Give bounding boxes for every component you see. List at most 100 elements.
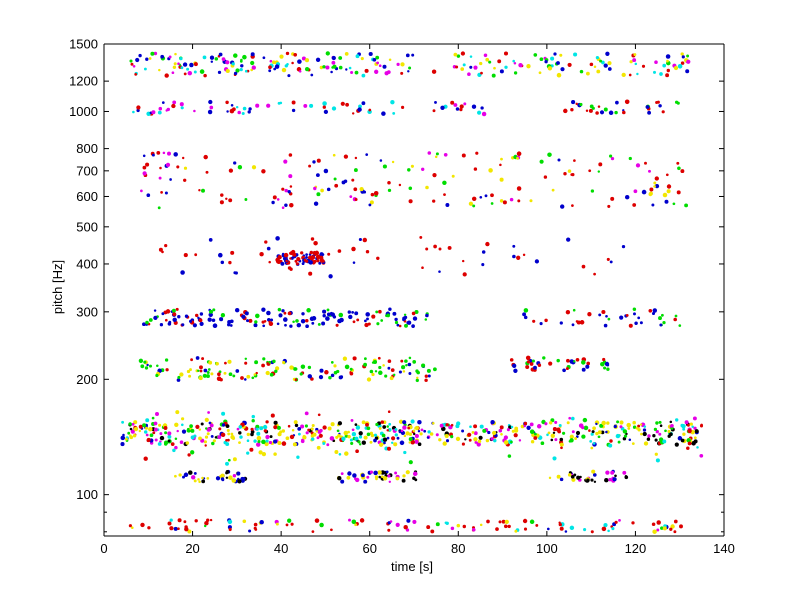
data-point [381, 433, 386, 438]
data-point [656, 520, 661, 525]
data-point [654, 452, 658, 456]
data-point [354, 70, 359, 75]
data-point [295, 262, 299, 266]
data-point [467, 432, 472, 437]
data-point [526, 64, 531, 69]
data-point [533, 365, 537, 370]
data-point [164, 73, 169, 78]
data-point [624, 475, 629, 480]
data-point [540, 441, 545, 446]
data-point [150, 51, 155, 56]
data-point [159, 166, 162, 170]
data-point [460, 67, 465, 71]
data-point [493, 438, 497, 443]
data-point [556, 72, 562, 78]
data-point [573, 159, 576, 162]
data-point [193, 70, 197, 74]
data-point [570, 108, 574, 112]
data-point [396, 62, 400, 67]
data-point [253, 323, 258, 328]
data-point [192, 323, 197, 328]
data-point [377, 356, 381, 360]
data-point [236, 427, 240, 431]
data-point [394, 428, 398, 431]
data-point [265, 420, 269, 424]
data-point [462, 272, 467, 277]
data-point [365, 312, 370, 317]
data-point [332, 315, 337, 319]
data-point [300, 424, 305, 429]
data-point [610, 156, 615, 161]
data-point [217, 70, 222, 75]
data-point [138, 358, 144, 363]
data-point [553, 52, 557, 56]
data-point [380, 420, 385, 424]
data-point [325, 51, 330, 56]
y-tick-label: 600 [76, 189, 98, 204]
data-point [318, 261, 322, 265]
data-point [538, 71, 542, 75]
data-point [366, 317, 369, 321]
data-point [167, 521, 172, 526]
data-point [135, 57, 140, 63]
data-point [193, 471, 197, 475]
data-point [487, 430, 491, 435]
data-point [658, 104, 662, 108]
data-point [172, 100, 177, 105]
data-point [398, 183, 402, 187]
data-point [410, 439, 415, 445]
data-point [268, 69, 272, 73]
data-point [246, 439, 250, 442]
data-point [498, 520, 502, 524]
data-point [142, 322, 146, 327]
data-point [603, 523, 608, 528]
data-point [459, 107, 463, 112]
data-point [380, 475, 384, 478]
data-point [387, 188, 392, 193]
data-point [444, 433, 449, 439]
data-point [255, 103, 260, 108]
data-point [605, 51, 610, 56]
data-point [566, 421, 570, 425]
data-point [228, 198, 233, 203]
data-point [666, 68, 671, 73]
data-point [590, 446, 594, 450]
data-point [208, 360, 213, 365]
data-point [438, 438, 442, 442]
data-point [391, 160, 395, 164]
data-point [368, 51, 373, 57]
data-point [340, 479, 345, 484]
data-point [407, 70, 410, 73]
data-point [443, 152, 448, 157]
data-point [362, 237, 368, 243]
data-point [633, 312, 636, 316]
data-point [628, 156, 632, 161]
data-point [388, 307, 392, 311]
data-point [399, 440, 405, 446]
data-point [633, 53, 637, 57]
data-point [322, 442, 326, 445]
data-point [142, 165, 147, 170]
data-point [435, 152, 439, 156]
data-point [595, 111, 599, 115]
data-point [330, 373, 335, 378]
data-point [239, 67, 243, 72]
x-tick-label: 80 [451, 541, 465, 556]
data-point [693, 439, 698, 444]
data-point [284, 203, 288, 207]
data-point [230, 432, 234, 436]
data-point [426, 525, 431, 530]
y-tick-label: 800 [76, 141, 98, 156]
data-point [204, 520, 209, 526]
data-point [190, 428, 195, 433]
data-point [678, 324, 682, 327]
data-point [516, 151, 522, 156]
data-point [265, 370, 270, 376]
data-point [273, 67, 277, 71]
data-point [507, 454, 512, 458]
data-point [310, 427, 314, 431]
data-point [655, 421, 659, 425]
y-tick-label: 100 [76, 487, 98, 502]
data-point [390, 368, 395, 372]
data-point [275, 236, 280, 241]
